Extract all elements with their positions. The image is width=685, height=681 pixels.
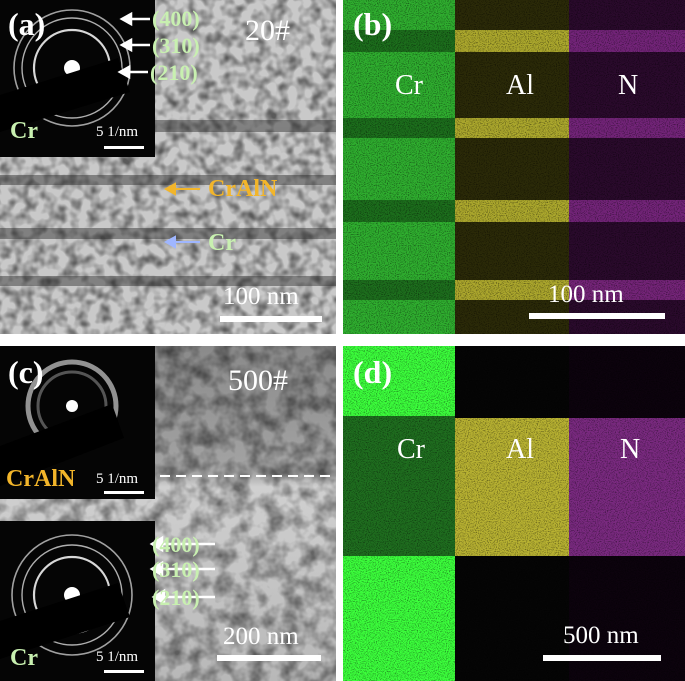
panel-b-scale-label: 100 nm [548, 281, 624, 308]
panel-a-tem-image: Cr 5 1/nm (a) 20# (400) (310) (210) CrAl… [0, 0, 336, 334]
panel-b-label-n: N [618, 70, 639, 101]
saed-scale-label: 5 1/nm [96, 124, 139, 140]
panel-c-plane-label-210: (210) [152, 585, 200, 610]
panel-d-eds-maps [343, 346, 685, 681]
panel-b-eds-maps [343, 0, 685, 334]
panel-c-letter: (c) [8, 354, 44, 390]
panel-c-saed-top-inset: CrAlN 5 1/nm [0, 346, 155, 499]
panel-c-saed-bottom-inset: Cr 5 1/nm [0, 521, 155, 681]
panel-d-label-n: N [620, 434, 641, 465]
panel-d-scale-label: 500 nm [563, 622, 639, 649]
plane-label-310: (310) [152, 33, 200, 58]
saed-bottom-element-label: Cr [10, 645, 38, 671]
layer-label-cr: Cr [208, 230, 236, 256]
saed-bottom-scale-bar [104, 670, 144, 673]
saed-scale-bar [104, 146, 144, 149]
panel-d-eds-map: (d) Cr Al N 500 nm [343, 346, 685, 681]
panel-c-plane-label-400: (400) [152, 532, 200, 557]
plane-label-400: (400) [152, 6, 200, 31]
panel-b-scale-bar [529, 313, 665, 319]
panel-d-scale-bar [543, 655, 661, 661]
panel-b-eds-map: (b) Cr Al N 100 nm [343, 0, 685, 334]
panel-c-tem-image: CrAlN 5 1/nm Cr 5 1/nm (c) 500# (400) (3… [0, 346, 336, 681]
panel-a-scale-bar [220, 316, 322, 322]
saed-top-scale-bar [104, 491, 144, 494]
saed-top-element-label: CrAlN [6, 466, 76, 492]
panel-b-label-cr: Cr [395, 70, 423, 101]
saed-diffuse-ring [0, 359, 124, 486]
panel-d-label-al: Al [506, 434, 534, 465]
saed-element-label: Cr [10, 118, 38, 144]
saed-top-scale-label: 5 1/nm [96, 471, 139, 487]
panel-c-plane-label-310: (310) [152, 557, 200, 582]
panel-c-sample-label: 500# [228, 364, 288, 397]
panel-a-scale-label: 100 nm [223, 283, 299, 310]
saed-bottom-scale-label: 5 1/nm [96, 649, 139, 665]
panel-c-scale-bar [217, 655, 321, 661]
panel-a-letter: (a) [8, 6, 46, 42]
layer-label-craln: CrAlN [208, 176, 278, 202]
panel-d-label-cr: Cr [397, 434, 425, 465]
panel-b-label-al: Al [506, 70, 534, 101]
panel-c-scale-label: 200 nm [223, 623, 299, 650]
plane-label-210: (210) [150, 60, 198, 85]
saed-ring-pattern-cr [0, 534, 133, 659]
panel-d-letter: (d) [353, 354, 393, 390]
panel-a-sample-label: 20# [245, 14, 290, 47]
panel-b-letter: (b) [353, 6, 393, 42]
